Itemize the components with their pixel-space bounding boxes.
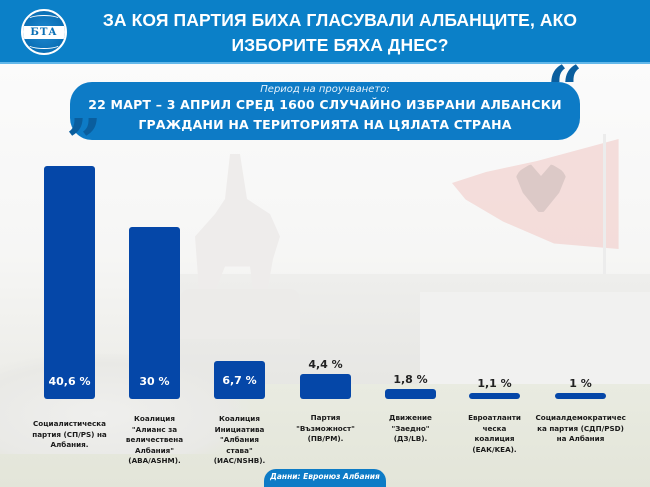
globe-arc-icon [27,39,61,49]
bar-3 [214,361,265,399]
bar-2 [129,227,180,399]
bar-5 [385,389,436,399]
bar-value-label: 6,7 % [222,373,257,387]
page-title: ЗА КОЯ ПАРТИЯ БИХА ГЛАСУВАЛИ АЛБАНЦИТЕ, … [80,8,600,58]
logo-text: БТА [23,26,65,39]
survey-details-line-1: 22 МАРТ – 3 АПРИЛ СРЕД 1600 СЛУЧАЙНО ИЗБ… [88,97,562,112]
category-label: Коалиция Инициатива "Албания става" (ИАС/NSH… [213,414,266,465]
category-label: Партия "Възможност" (ПВ/PM). [296,413,355,443]
header-bar: БТА ЗА КОЯ ПАРТИЯ БИХА ГЛАСУВАЛИ АЛБАНЦИ… [0,0,650,64]
globe-arc-icon [27,15,61,25]
bar-1 [44,166,95,399]
building-image [420,292,650,402]
bar-4 [300,374,351,399]
bar-value-label: 30 % [139,375,170,388]
category-label: Социалдемократичес ка партия (СДП/PSD) на … [535,413,626,443]
title-line-2: ИЗБОРИТЕ БЯХА ДНЕС? [231,35,449,55]
bar-6 [469,393,520,399]
bar-7 [555,393,606,399]
source-label: Данни: Евронюз Албания [264,469,386,487]
survey-details-line-2: ГРАЖДАНИ НА ТЕРИТОРИЯТА НА ЦЯЛАТА СТРАНА [138,117,512,132]
bar-value-label: 1,1 % [477,377,512,390]
period-label: Период на проучването: [260,84,390,95]
survey-info-banner: Период на проучването: 22 МАРТ – 3 АПРИЛ… [70,82,580,140]
bta-logo: БТА [21,9,67,55]
category-label: Евроатланти ческа коалиция (ЕАК/KEA). [468,413,521,454]
bar-value-label: 1,8 % [393,373,428,386]
category-label: Коалиция "Алианс за величествена Албания" (А… [125,414,184,465]
category-label: Движение "Заедно" (ДЗ/LB). [389,413,432,443]
close-quote-icon: ” [66,105,102,178]
bar-value-label: 40,6 % [48,375,91,388]
category-label: Социалистическа партия (СП/PS) на Албания. [32,419,107,449]
bar-value-label: 4,4 % [308,358,343,371]
rocks-image [0,354,250,454]
statue-pedestal-image [180,289,300,339]
title-line-1: ЗА КОЯ ПАРТИЯ БИХА ГЛАСУВАЛИ АЛБАНЦИТЕ, … [102,10,578,30]
open-quote-icon: “ [547,52,583,125]
bar-value-label: 1 % [569,377,592,390]
